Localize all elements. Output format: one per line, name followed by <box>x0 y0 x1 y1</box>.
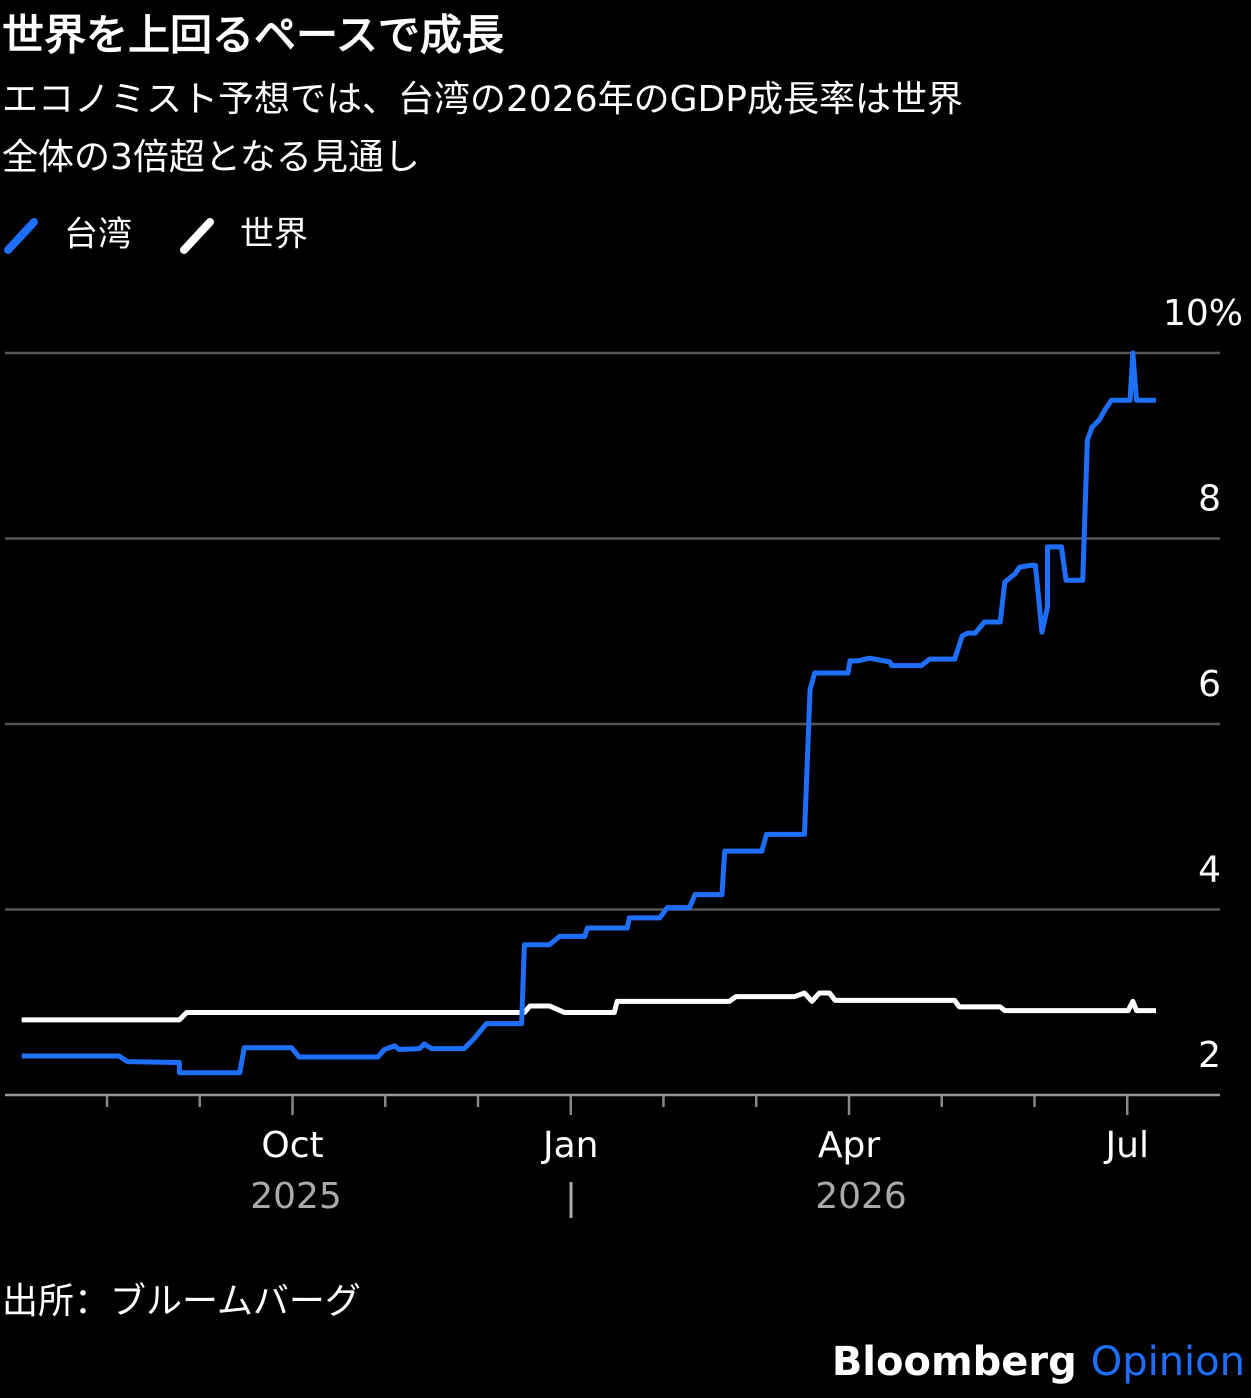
y-tick-label: 10% <box>1163 293 1243 334</box>
x-tick-label: Jul <box>1104 1125 1149 1166</box>
chart-subtitle: エコノミスト予想では、台湾の2026年のGDP成長率は世界 <box>2 79 963 120</box>
x-tick-label: Oct <box>261 1125 323 1166</box>
series-line <box>21 990 1156 1023</box>
legend-label: 世界 <box>240 215 308 255</box>
logo-brand: Bloomberg <box>832 1339 1077 1385</box>
y-tick-label: 6 <box>1198 664 1221 705</box>
y-tick-label: 2 <box>1198 1035 1221 1076</box>
x-tick-label: Jan <box>541 1125 599 1166</box>
x-tick-label: Apr <box>818 1125 880 1166</box>
logo: Bloomberg Opinion <box>832 1339 1245 1385</box>
legend-swatch <box>4 218 38 254</box>
source: 出所：ブルームバーグ <box>2 1281 361 1322</box>
chart-title: 世界を上回るペースで成長 <box>2 11 505 60</box>
legend-label: 台湾 <box>64 215 132 255</box>
year-label: 2026 <box>815 1176 907 1217</box>
series-line <box>21 350 1156 1076</box>
chart-subtitle: 全体の3倍超となる見通し <box>2 137 420 178</box>
year-label: 2025 <box>250 1176 342 1217</box>
logo-product: Opinion <box>1091 1339 1245 1385</box>
y-tick-label: 8 <box>1198 479 1221 520</box>
y-tick-label: 4 <box>1198 850 1221 891</box>
legend-swatch <box>180 218 214 254</box>
